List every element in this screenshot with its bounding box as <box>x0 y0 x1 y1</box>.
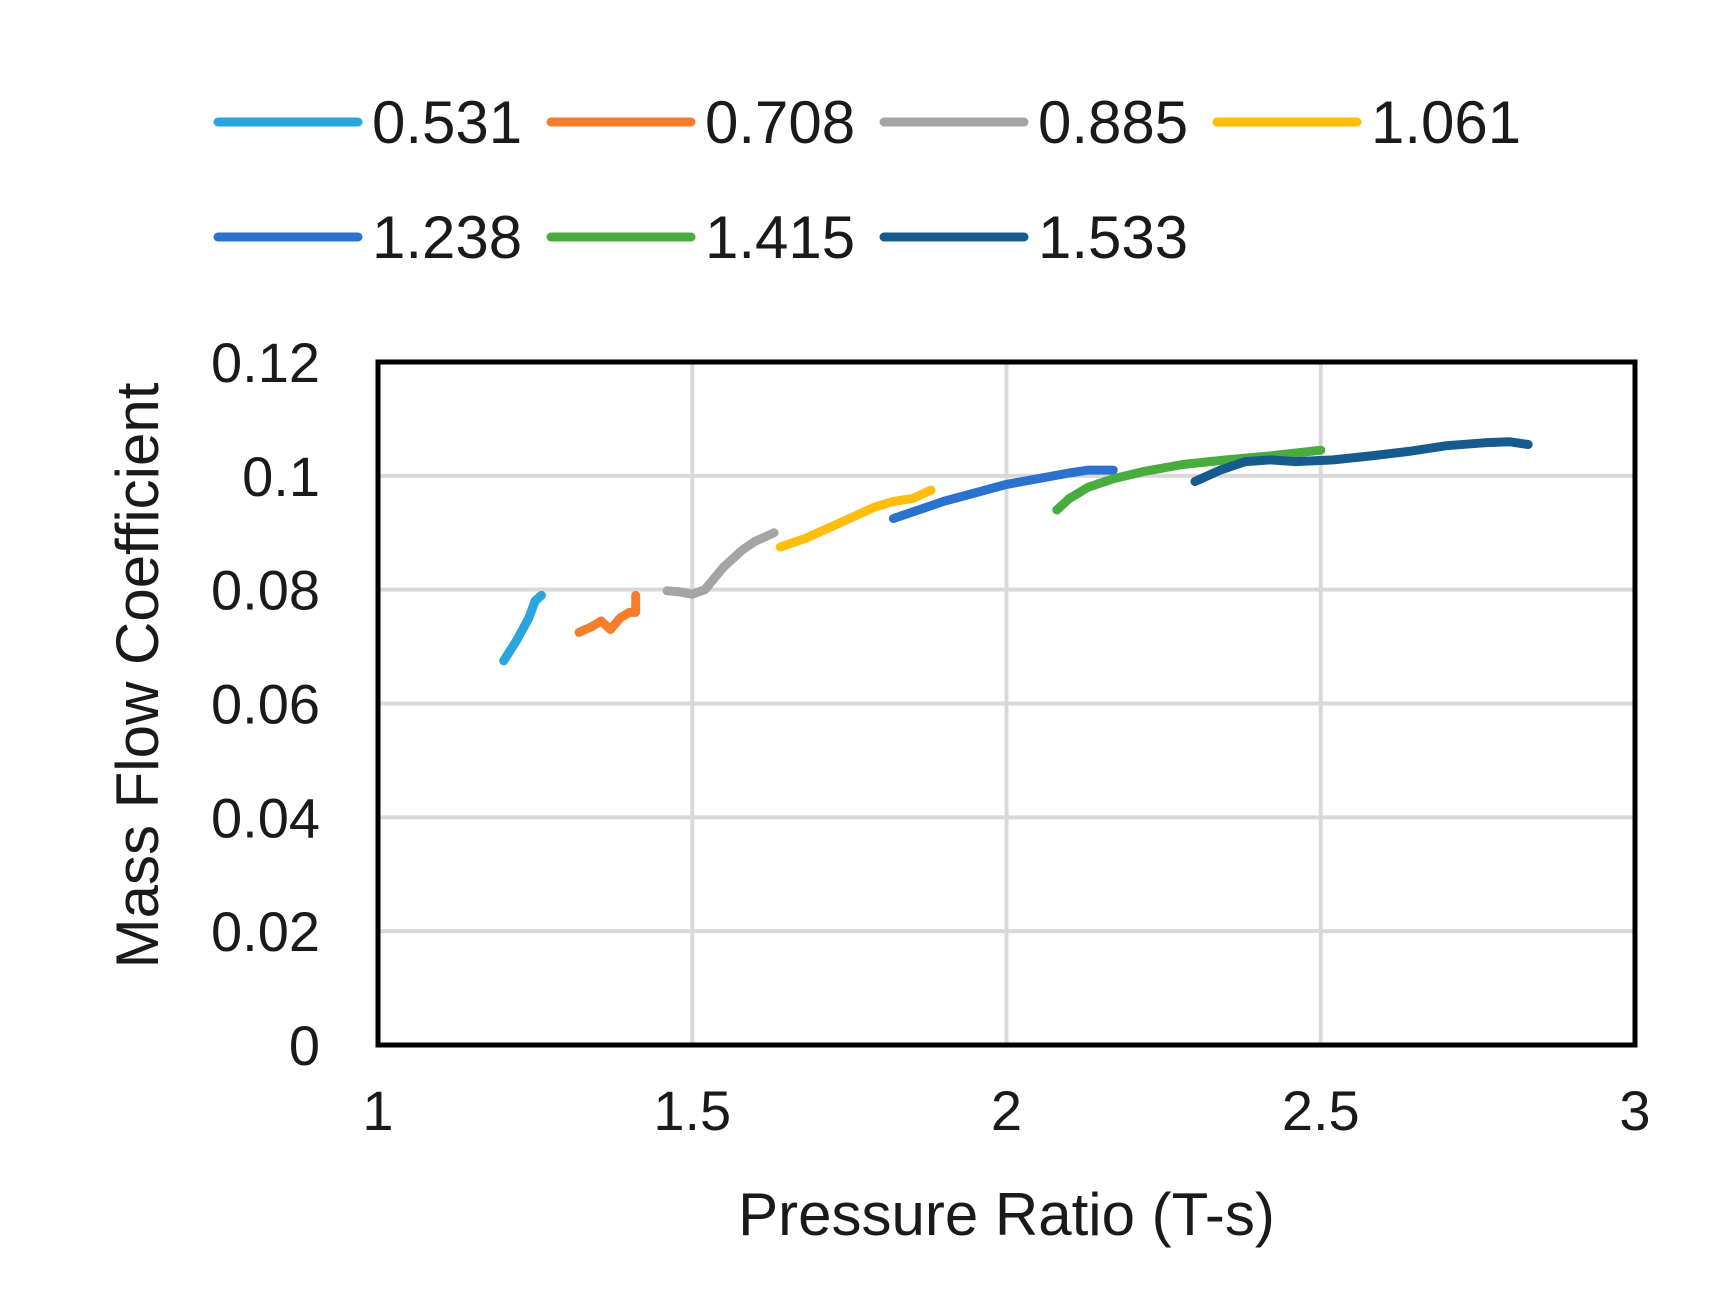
legend-item-1.533: 1.533 <box>879 204 1188 271</box>
series-group <box>499 437 1533 666</box>
y-tick-label: 0.08 <box>211 559 320 622</box>
legend-item-1.061: 1.061 <box>1212 89 1521 156</box>
legend-label: 1.238 <box>372 204 522 271</box>
legend-label: 0.885 <box>1038 89 1188 156</box>
x-tick-label: 1 <box>362 1079 393 1142</box>
series-line-0.531 <box>499 590 546 666</box>
legend-label: 0.531 <box>372 89 522 156</box>
x-tick-label: 2 <box>991 1079 1022 1142</box>
y-tick-label: 0.02 <box>211 900 320 963</box>
y-tick-label: 0.06 <box>211 673 320 736</box>
y-tick-label: 0 <box>289 1014 320 1077</box>
x-axis: 1 1.5 2 2.5 3 <box>362 1079 1650 1142</box>
legend-label: 0.708 <box>705 89 855 156</box>
series-line-1.533 <box>1190 437 1533 486</box>
legend-item-0.885: 0.885 <box>879 89 1188 156</box>
legend: 0.531 0.708 0.885 1.061 1.238 1.415 1.533 <box>213 89 1521 271</box>
x-axis-title: Pressure Ratio (T-s) <box>738 1181 1275 1248</box>
series-line-0.885 <box>662 528 779 599</box>
y-axis: 0 0.02 0.04 0.06 0.08 0.1 0.12 <box>211 331 320 1077</box>
plot-frame <box>375 359 1638 1048</box>
legend-label: 1.533 <box>1038 204 1188 271</box>
legend-item-0.708: 0.708 <box>546 89 855 156</box>
grid <box>378 362 1635 1045</box>
legend-item-1.238: 1.238 <box>213 204 522 271</box>
x-tick-label: 3 <box>1619 1079 1650 1142</box>
series-line-1.238 <box>888 465 1118 523</box>
series-line-0.708 <box>574 590 641 637</box>
y-axis-title: Mass Flow Coefficient <box>104 382 171 968</box>
x-tick-label: 1.5 <box>653 1079 731 1142</box>
x-tick-label: 2.5 <box>1282 1079 1360 1142</box>
legend-label: 1.415 <box>705 204 855 271</box>
y-tick-label: 0.04 <box>211 786 320 849</box>
y-tick-label: 0.12 <box>211 331 320 394</box>
legend-item-0.531: 0.531 <box>213 89 522 156</box>
legend-label: 1.061 <box>1371 89 1521 156</box>
y-tick-label: 0.1 <box>242 445 320 508</box>
legend-item-1.415: 1.415 <box>546 204 855 271</box>
series-line-1.061 <box>775 485 936 552</box>
